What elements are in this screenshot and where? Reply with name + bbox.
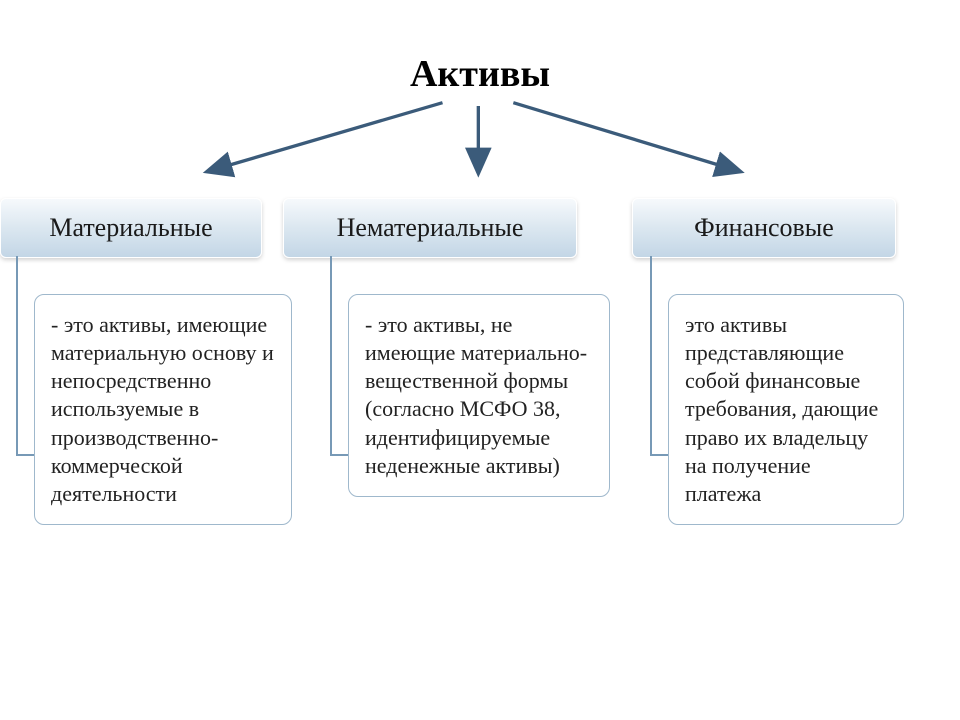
diagram-title: Активы (0, 52, 960, 96)
category-box-material: Материальные (0, 198, 262, 258)
category-box-financial: Финансовые (632, 198, 896, 258)
arrow-right (513, 103, 738, 171)
connector-horiz-1 (16, 454, 34, 456)
connector-horiz-3 (650, 454, 668, 456)
connector-vert-1 (16, 256, 18, 456)
connector-vert-2 (330, 256, 332, 456)
desc-box-material: - это активы, имеющие материальную основ… (34, 294, 292, 525)
category-box-intangible: Нематериальные (283, 198, 577, 258)
desc-box-intangible: - это активы, не имеющие материально-вещ… (348, 294, 610, 497)
connector-horiz-2 (330, 454, 348, 456)
arrow-left (209, 103, 442, 171)
hierarchy-arrows (0, 96, 960, 196)
desc-box-financial: это активы представляющие собой финансов… (668, 294, 904, 525)
connector-vert-3 (650, 256, 652, 456)
